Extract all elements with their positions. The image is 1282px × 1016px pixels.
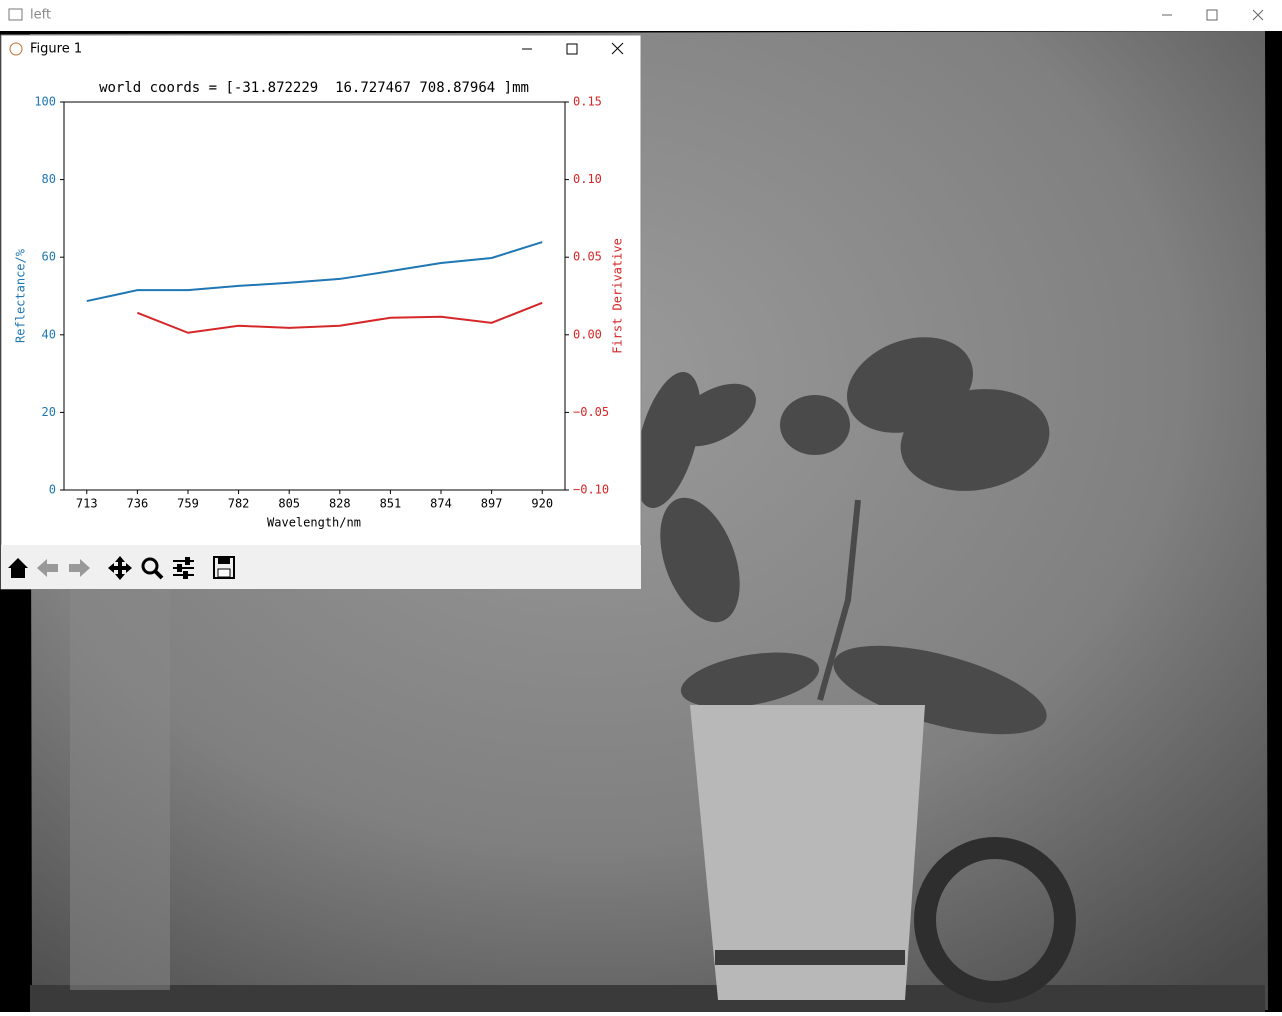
figure-icon [9, 42, 23, 56]
x-tick-label: 828 [329, 497, 351, 511]
chart-title: world coords = [-31.872229 16.727467 708… [99, 80, 529, 96]
y-tick-label: 0.15 [573, 95, 602, 109]
y2-axis-label: First Derivative [611, 238, 625, 354]
x-tick-label: 736 [127, 497, 149, 511]
y-tick-label: −0.10 [573, 483, 609, 497]
x-tick-label: 713 [76, 497, 98, 511]
forward-button[interactable] [69, 559, 90, 577]
y-tick-label: −0.05 [573, 405, 609, 419]
save-button[interactable] [213, 556, 235, 579]
door-frame [70, 590, 170, 990]
back-button[interactable] [37, 559, 58, 577]
x-tick-label: 805 [278, 497, 300, 511]
configure-button[interactable] [173, 557, 194, 579]
figure-close[interactable] [611, 42, 624, 55]
plant [635, 337, 1050, 735]
y-tick-label: 0.00 [573, 327, 602, 341]
x-tick-label: 874 [430, 497, 452, 511]
x-tick-label: 759 [177, 497, 199, 511]
data-line [86, 241, 543, 303]
home-button[interactable] [8, 558, 28, 578]
zoom-button[interactable] [141, 557, 164, 580]
y-tick-label: 80 [42, 172, 56, 186]
floor [30, 985, 1265, 1012]
close-button[interactable] [1252, 9, 1264, 21]
app-icon [8, 8, 23, 21]
title-bar [0, 0, 1282, 31]
y-tick-label: 100 [34, 95, 56, 109]
x-tick-label: 851 [380, 497, 402, 511]
y-tick-label: 0.10 [573, 172, 602, 186]
x-tick-label: 782 [228, 497, 250, 511]
y-tick-label: 40 [42, 327, 56, 341]
x-tick-label: 920 [531, 497, 553, 511]
figure-maximize[interactable] [566, 43, 578, 55]
data-line [137, 301, 543, 334]
x-tick-label: 897 [481, 497, 503, 511]
tape-roll [914, 837, 1076, 1003]
pan-button[interactable] [108, 556, 132, 580]
window-title: left [30, 8, 51, 23]
y-tick-label: 0 [49, 483, 56, 497]
x-axis-label: Wavelength/nm [267, 516, 361, 530]
toolbar [1, 545, 641, 589]
cup [690, 705, 925, 1000]
cup-stripe [715, 950, 905, 965]
toolbar-buttons [8, 556, 235, 580]
plot-area [63, 101, 566, 491]
y-tick-label: 0.05 [573, 250, 602, 264]
maximize-button[interactable] [1206, 9, 1218, 21]
figure-title: Figure 1 [30, 42, 82, 57]
y-tick-label: 20 [42, 405, 56, 419]
y-axis-label: Reflectance/% [14, 248, 28, 343]
y-tick-label: 60 [42, 250, 56, 264]
